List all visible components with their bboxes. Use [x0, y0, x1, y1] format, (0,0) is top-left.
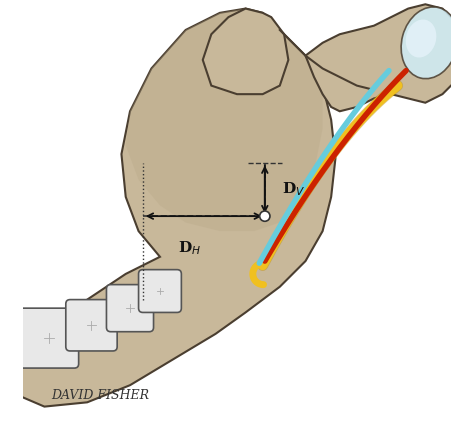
Polygon shape [126, 9, 323, 231]
Text: D$_V$: D$_V$ [282, 181, 305, 198]
FancyBboxPatch shape [138, 270, 182, 312]
Text: D$_H$: D$_H$ [178, 240, 201, 257]
Polygon shape [305, 4, 468, 111]
FancyBboxPatch shape [66, 300, 117, 351]
Circle shape [260, 211, 270, 221]
FancyBboxPatch shape [107, 285, 154, 332]
Text: DAVID FISHER: DAVID FISHER [51, 389, 149, 402]
Ellipse shape [401, 7, 458, 79]
Ellipse shape [406, 20, 437, 57]
FancyBboxPatch shape [18, 308, 79, 368]
Polygon shape [203, 9, 288, 94]
Polygon shape [14, 9, 336, 407]
